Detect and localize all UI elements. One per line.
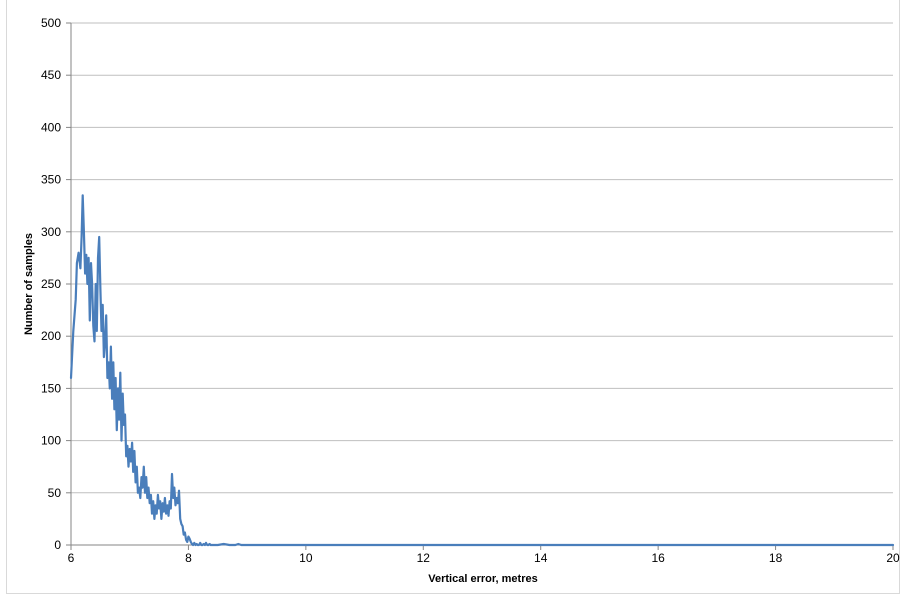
- y-tick-label: 50: [48, 486, 62, 500]
- x-tick-label: 16: [651, 551, 665, 565]
- gridlines: [71, 22, 893, 494]
- x-tick-label: 20: [886, 551, 900, 565]
- y-tick-labels: 0 50 100 150 200 250 300 350 400 450 500: [41, 16, 61, 552]
- y-tick-label: 0: [54, 538, 61, 552]
- series-layer: [69, 194, 895, 547]
- chart-frame: [6, 0, 900, 594]
- y-axis-title: Number of samples: [23, 233, 35, 335]
- y-tick-label: 350: [41, 173, 61, 187]
- y-tick-label: 450: [41, 68, 61, 82]
- x-tick-label: 6: [68, 551, 75, 565]
- x-tick-label: 8: [185, 551, 192, 565]
- y-tick-label: 200: [41, 329, 61, 343]
- y-tick-label: 150: [41, 381, 61, 395]
- x-tick-labels: 6 8 10 12 14 16 18 20: [68, 551, 900, 565]
- x-tick-label: 10: [299, 551, 313, 565]
- y-tick-label: 100: [41, 434, 61, 448]
- x-tick-label: 14: [534, 551, 548, 565]
- x-axis-title: Vertical error, metres: [428, 573, 537, 585]
- x-tick-label: 18: [769, 551, 783, 565]
- y-tick-label: 500: [41, 16, 61, 30]
- y-tick-label: 300: [41, 225, 61, 239]
- series-line: [69, 194, 895, 547]
- y-tick-label: 250: [41, 277, 61, 291]
- x-tick-label: 12: [417, 551, 431, 565]
- y-tick-label: 400: [41, 120, 61, 134]
- axes: [66, 22, 894, 550]
